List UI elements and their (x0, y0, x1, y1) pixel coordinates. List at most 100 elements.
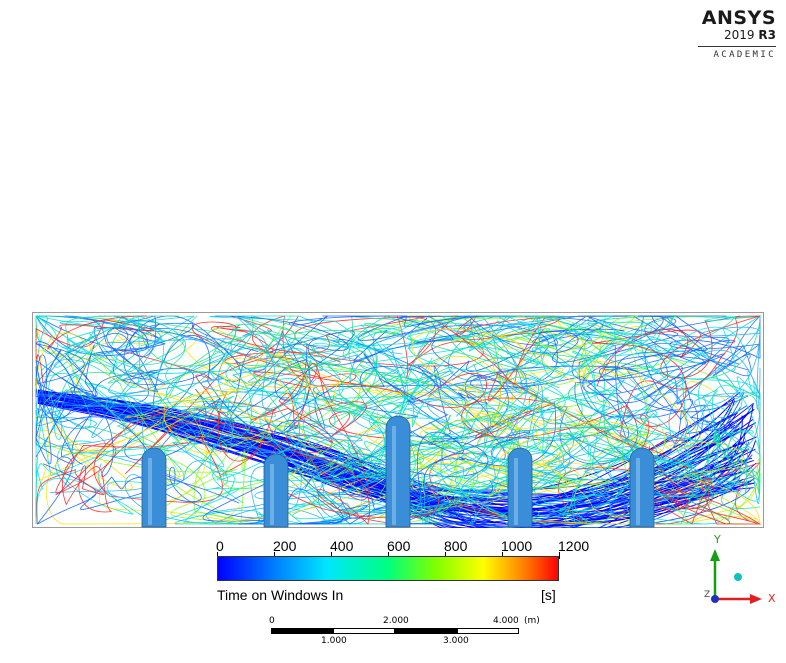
pillars (141, 415, 655, 528)
legend-unit: [s] (541, 587, 556, 603)
axis-triad[interactable]: Y X Z (700, 535, 786, 615)
streamline (221, 360, 425, 472)
scale-segment-1 (271, 628, 333, 634)
streamline (35, 315, 153, 380)
streamline (487, 315, 761, 469)
streamline (35, 344, 195, 477)
streamline (217, 362, 400, 501)
streamline (220, 354, 345, 448)
legend-tick-mark (502, 552, 503, 559)
legend-tick-label: 800 (444, 538, 468, 554)
legend-tick-label: 1200 (558, 538, 590, 554)
z-axis-dot-icon (711, 595, 719, 603)
scale-segment-4 (457, 628, 519, 634)
streamline (37, 401, 742, 518)
streamline (616, 477, 762, 525)
scale-label-2000: 2.000 (383, 616, 409, 626)
streamline (188, 368, 521, 474)
legend-tick-label: 0 (216, 538, 224, 554)
view-center-icon (734, 573, 742, 581)
scale-segment-2 (333, 628, 395, 634)
z-axis-label: Z (704, 590, 710, 600)
scale-label-1000: 1.000 (321, 636, 347, 646)
legend-tick-mark (274, 552, 275, 559)
streamline (465, 364, 571, 432)
legend-tick-mark (388, 552, 389, 559)
streamline (37, 398, 736, 514)
streamline (68, 315, 314, 405)
legend-tick-label: 1000 (501, 538, 533, 554)
logo-version-year: 2019 (724, 28, 755, 42)
streamline (98, 401, 365, 499)
streamline (35, 315, 155, 383)
streamline (638, 325, 761, 504)
streamline (67, 324, 336, 427)
logo-version: 2019 R3 (686, 28, 776, 42)
streamline (648, 381, 761, 525)
streamline (209, 315, 551, 401)
streamline (577, 374, 761, 502)
streamline (122, 315, 407, 438)
streamline (469, 315, 594, 391)
streamline (411, 328, 761, 525)
pillar-highlight (270, 464, 274, 525)
pillar-highlight (636, 458, 640, 525)
pillar (629, 447, 655, 528)
streamline (440, 459, 680, 525)
streamline (627, 427, 752, 525)
pillar-highlight (392, 426, 396, 525)
streamline (678, 435, 760, 520)
streamline (326, 357, 594, 504)
logo-divider (698, 46, 776, 47)
streamline (713, 394, 761, 493)
logo-brand: ANSYS (701, 7, 776, 29)
streamline (461, 330, 761, 448)
legend-tick-mark (331, 552, 332, 559)
y-axis-label: Y (713, 535, 721, 546)
ansys-logo: ANSYS 2019 R3 ACADEMIC (686, 8, 776, 60)
logo-version-release: R3 (758, 28, 776, 42)
streamline (35, 326, 199, 517)
streamline (318, 452, 562, 516)
streamline (398, 367, 564, 458)
streamline (259, 385, 579, 471)
streamline (372, 315, 566, 355)
streamline (519, 366, 761, 469)
streamline (527, 315, 736, 379)
streamline (290, 426, 658, 513)
y-axis-arrow-icon (710, 549, 720, 561)
scale-label-3000: 3.000 (443, 636, 469, 646)
x-axis-label: X (768, 592, 776, 605)
streamline (444, 353, 647, 507)
streamline (67, 315, 306, 388)
streamline (37, 395, 113, 525)
legend-title: Time on Windows In (217, 587, 344, 603)
streamline (416, 315, 749, 413)
streamline (501, 429, 754, 520)
legend-tick-mark (217, 552, 218, 559)
streamline (371, 413, 561, 491)
streamline (34, 342, 149, 464)
streamline (91, 315, 323, 438)
streamline (428, 366, 638, 465)
legend-tick-label: 600 (387, 538, 411, 554)
pillar-highlight (148, 458, 152, 525)
streamline (698, 371, 761, 463)
pillar (141, 447, 167, 528)
pillar (385, 415, 411, 528)
scale-segment-3 (395, 628, 457, 634)
streamline (35, 315, 146, 440)
streamline (693, 326, 761, 410)
streamline (36, 443, 117, 525)
pillar-highlight (514, 458, 518, 525)
streamline (210, 314, 596, 386)
streamline (493, 327, 651, 429)
cfd-viewport[interactable] (32, 312, 764, 528)
scale-unit: (m) (524, 616, 540, 626)
legend-tick-mark (559, 552, 560, 559)
streamline (552, 315, 737, 485)
color-bar (217, 556, 559, 581)
streamline (466, 315, 659, 358)
streamline (56, 382, 252, 515)
streamline (212, 470, 346, 525)
